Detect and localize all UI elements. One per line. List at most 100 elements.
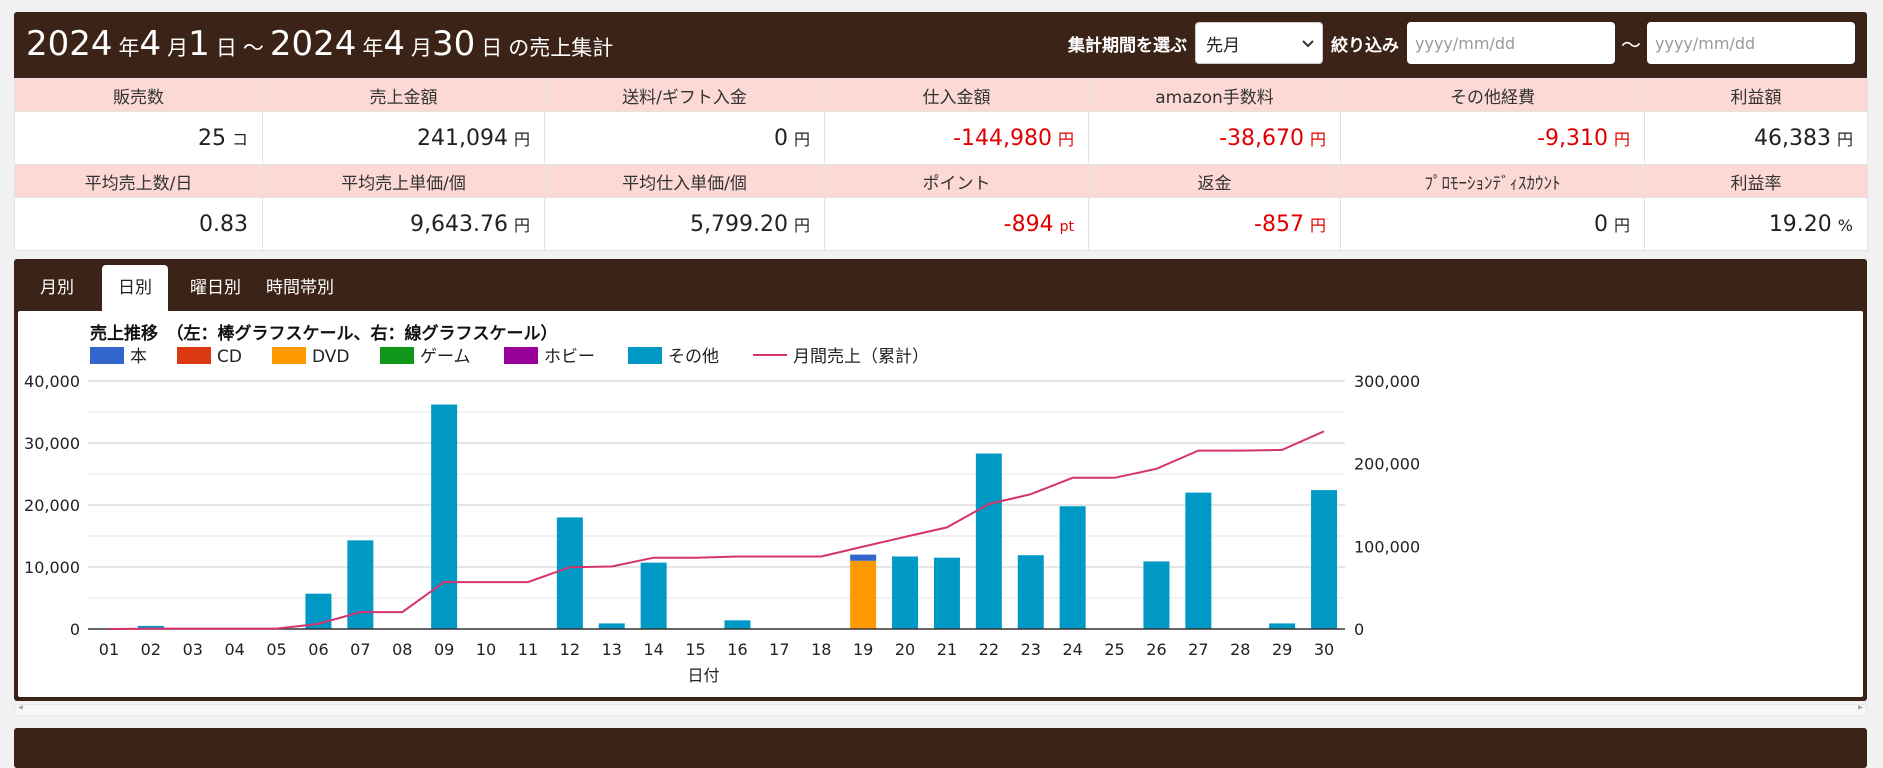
stat-unit: 円: [793, 215, 810, 235]
x-tick-label: 18: [811, 640, 831, 659]
y2-tick-label: 300,000: [1354, 372, 1420, 391]
period-select[interactable]: 先月: [1195, 22, 1323, 64]
horizontal-scrollbar[interactable]: ◂ ▸: [14, 702, 1867, 716]
x-tick-label: 06: [308, 640, 328, 659]
bar-16: [724, 620, 751, 629]
stat-value-cell: 241,094 円: [262, 111, 545, 165]
tab-0[interactable]: 月別: [40, 278, 74, 298]
x-tick-label: 03: [183, 640, 203, 659]
stat-unit: %: [1837, 215, 1853, 235]
stat-label: 平均仕入単価/個: [544, 164, 825, 198]
stat-value-cell: -144,980 円: [824, 111, 1089, 165]
stat-label: 利益額: [1644, 78, 1868, 112]
stat-label: 売上金額: [262, 78, 545, 112]
title-suffix: の売上集計: [508, 36, 614, 60]
bar-07: [347, 540, 374, 629]
date-range-separator: ～: [1621, 32, 1641, 57]
scroll-right-icon[interactable]: ▸: [1857, 702, 1863, 713]
legend-swatch: [628, 347, 662, 364]
x-tick-label: 22: [979, 640, 999, 659]
end-month: 4: [383, 24, 405, 64]
x-tick-label: 24: [1062, 640, 1082, 659]
stat-value-cell: 9,643.76 円: [262, 197, 545, 251]
y-tick-label: 0: [70, 620, 80, 639]
y2-tick-label: 100,000: [1354, 537, 1420, 556]
end-day: 30: [431, 24, 476, 64]
stat-unit: 円: [513, 215, 530, 235]
x-tick-label: 11: [518, 640, 538, 659]
stat-label: 平均売上数/日: [14, 164, 263, 198]
next-section-header: [14, 728, 1867, 768]
stat-value-cell: 19.20%: [1644, 197, 1868, 251]
day-unit: 日: [481, 36, 503, 60]
x-tick-label: 02: [141, 640, 161, 659]
sales-trend-chart: 売上推移 （左：棒グラフスケール、右：線グラフスケール） 本 CD DVD ゲーム ホビー…: [24, 323, 1420, 685]
x-tick-label: 23: [1021, 640, 1041, 659]
bar-21: [933, 557, 960, 629]
legend-label: 本: [130, 347, 147, 367]
stat-value: 0: [773, 125, 788, 151]
filter-label: 絞り込み: [1331, 35, 1399, 56]
tab-1[interactable]: 日別: [102, 265, 168, 311]
stat-label: 利益率: [1644, 164, 1868, 198]
legend-swatch: [272, 347, 306, 364]
date-from-input[interactable]: yyyy/mm/dd: [1407, 22, 1615, 64]
date-to-input[interactable]: yyyy/mm/dd: [1647, 22, 1855, 64]
stat-unit: 円: [1613, 129, 1630, 149]
bar-20: [892, 556, 919, 629]
x-tick-label: 08: [392, 640, 412, 659]
stat-value-cell: 0.83: [14, 197, 263, 251]
year-unit: 年: [118, 36, 140, 60]
y-tick-label: 20,000: [24, 496, 80, 515]
stat-label: amazon手数料: [1088, 78, 1341, 112]
x-tick-label: 07: [350, 640, 370, 659]
stat-unit: 円: [513, 129, 530, 149]
x-tick-label: 12: [560, 640, 580, 659]
x-tick-label: 04: [224, 640, 244, 659]
stat-value: 46,383: [1754, 125, 1831, 151]
stat-value: 5,799.20: [690, 211, 788, 237]
bar-19: [850, 554, 877, 561]
y2-tick-label: 200,000: [1354, 455, 1420, 474]
stat-value: -857: [1254, 211, 1304, 237]
cumulative-sales-line: [108, 430, 1325, 630]
stat-label: ﾌﾟﾛﾓｰｼｮﾝﾃﾞｨｽｶｳﾝﾄ: [1340, 164, 1645, 198]
x-tick-label: 27: [1188, 640, 1208, 659]
x-tick-label: 05: [266, 640, 286, 659]
stat-value: -144,980: [953, 125, 1052, 151]
stat-value: 241,094: [417, 125, 508, 151]
stat-unit: 円: [1836, 129, 1853, 149]
stat-value-cell: 5,799.20 円: [544, 197, 825, 251]
x-tick-label: 14: [643, 640, 663, 659]
chevron-down-icon: [1302, 33, 1314, 53]
bar-09: [431, 404, 458, 629]
x-tick-label: 30: [1314, 640, 1334, 659]
stat-unit: コ: [231, 129, 248, 149]
period-title: 2024 年4 月1 日～ 2024 年4 月30 日の売上集計: [26, 24, 613, 64]
chart-title: 売上推移 （左：棒グラフスケール、右：線グラフスケール）: [90, 323, 558, 344]
bar-26: [1143, 561, 1170, 629]
tab-3[interactable]: 時間帯別: [266, 278, 334, 298]
stat-unit: 円: [793, 129, 810, 149]
stat-label: ポイント: [824, 164, 1089, 198]
x-tick-label: 28: [1230, 640, 1250, 659]
bar-13: [598, 623, 625, 629]
bar-30: [1311, 490, 1338, 629]
stat-value-cell: -894 pt: [824, 197, 1089, 251]
tab-2[interactable]: 曜日別: [190, 278, 241, 298]
y2-tick-label: 0: [1354, 620, 1364, 639]
stat-unit: pt: [1059, 218, 1074, 235]
date-from-placeholder: yyyy/mm/dd: [1415, 33, 1516, 53]
start-day: 1: [188, 24, 210, 64]
stat-value-cell: 25 コ: [14, 111, 263, 165]
legend-swatch: [177, 347, 211, 364]
legend-swatch: [504, 347, 538, 364]
day-unit: 日: [215, 36, 237, 60]
bar-29: [1269, 623, 1296, 629]
chart-section: 月別 日別 曜日別 時間帯別 売上推移 （左：棒グラフスケール、右：線グラフスケール）…: [14, 259, 1867, 701]
period-controls: 集計期間を選ぶ 先月 絞り込み yyyy/mm/dd ～ yyyy/mm/dd: [1068, 22, 1855, 64]
x-tick-label: 21: [937, 640, 957, 659]
scroll-left-icon[interactable]: ◂: [18, 702, 24, 713]
